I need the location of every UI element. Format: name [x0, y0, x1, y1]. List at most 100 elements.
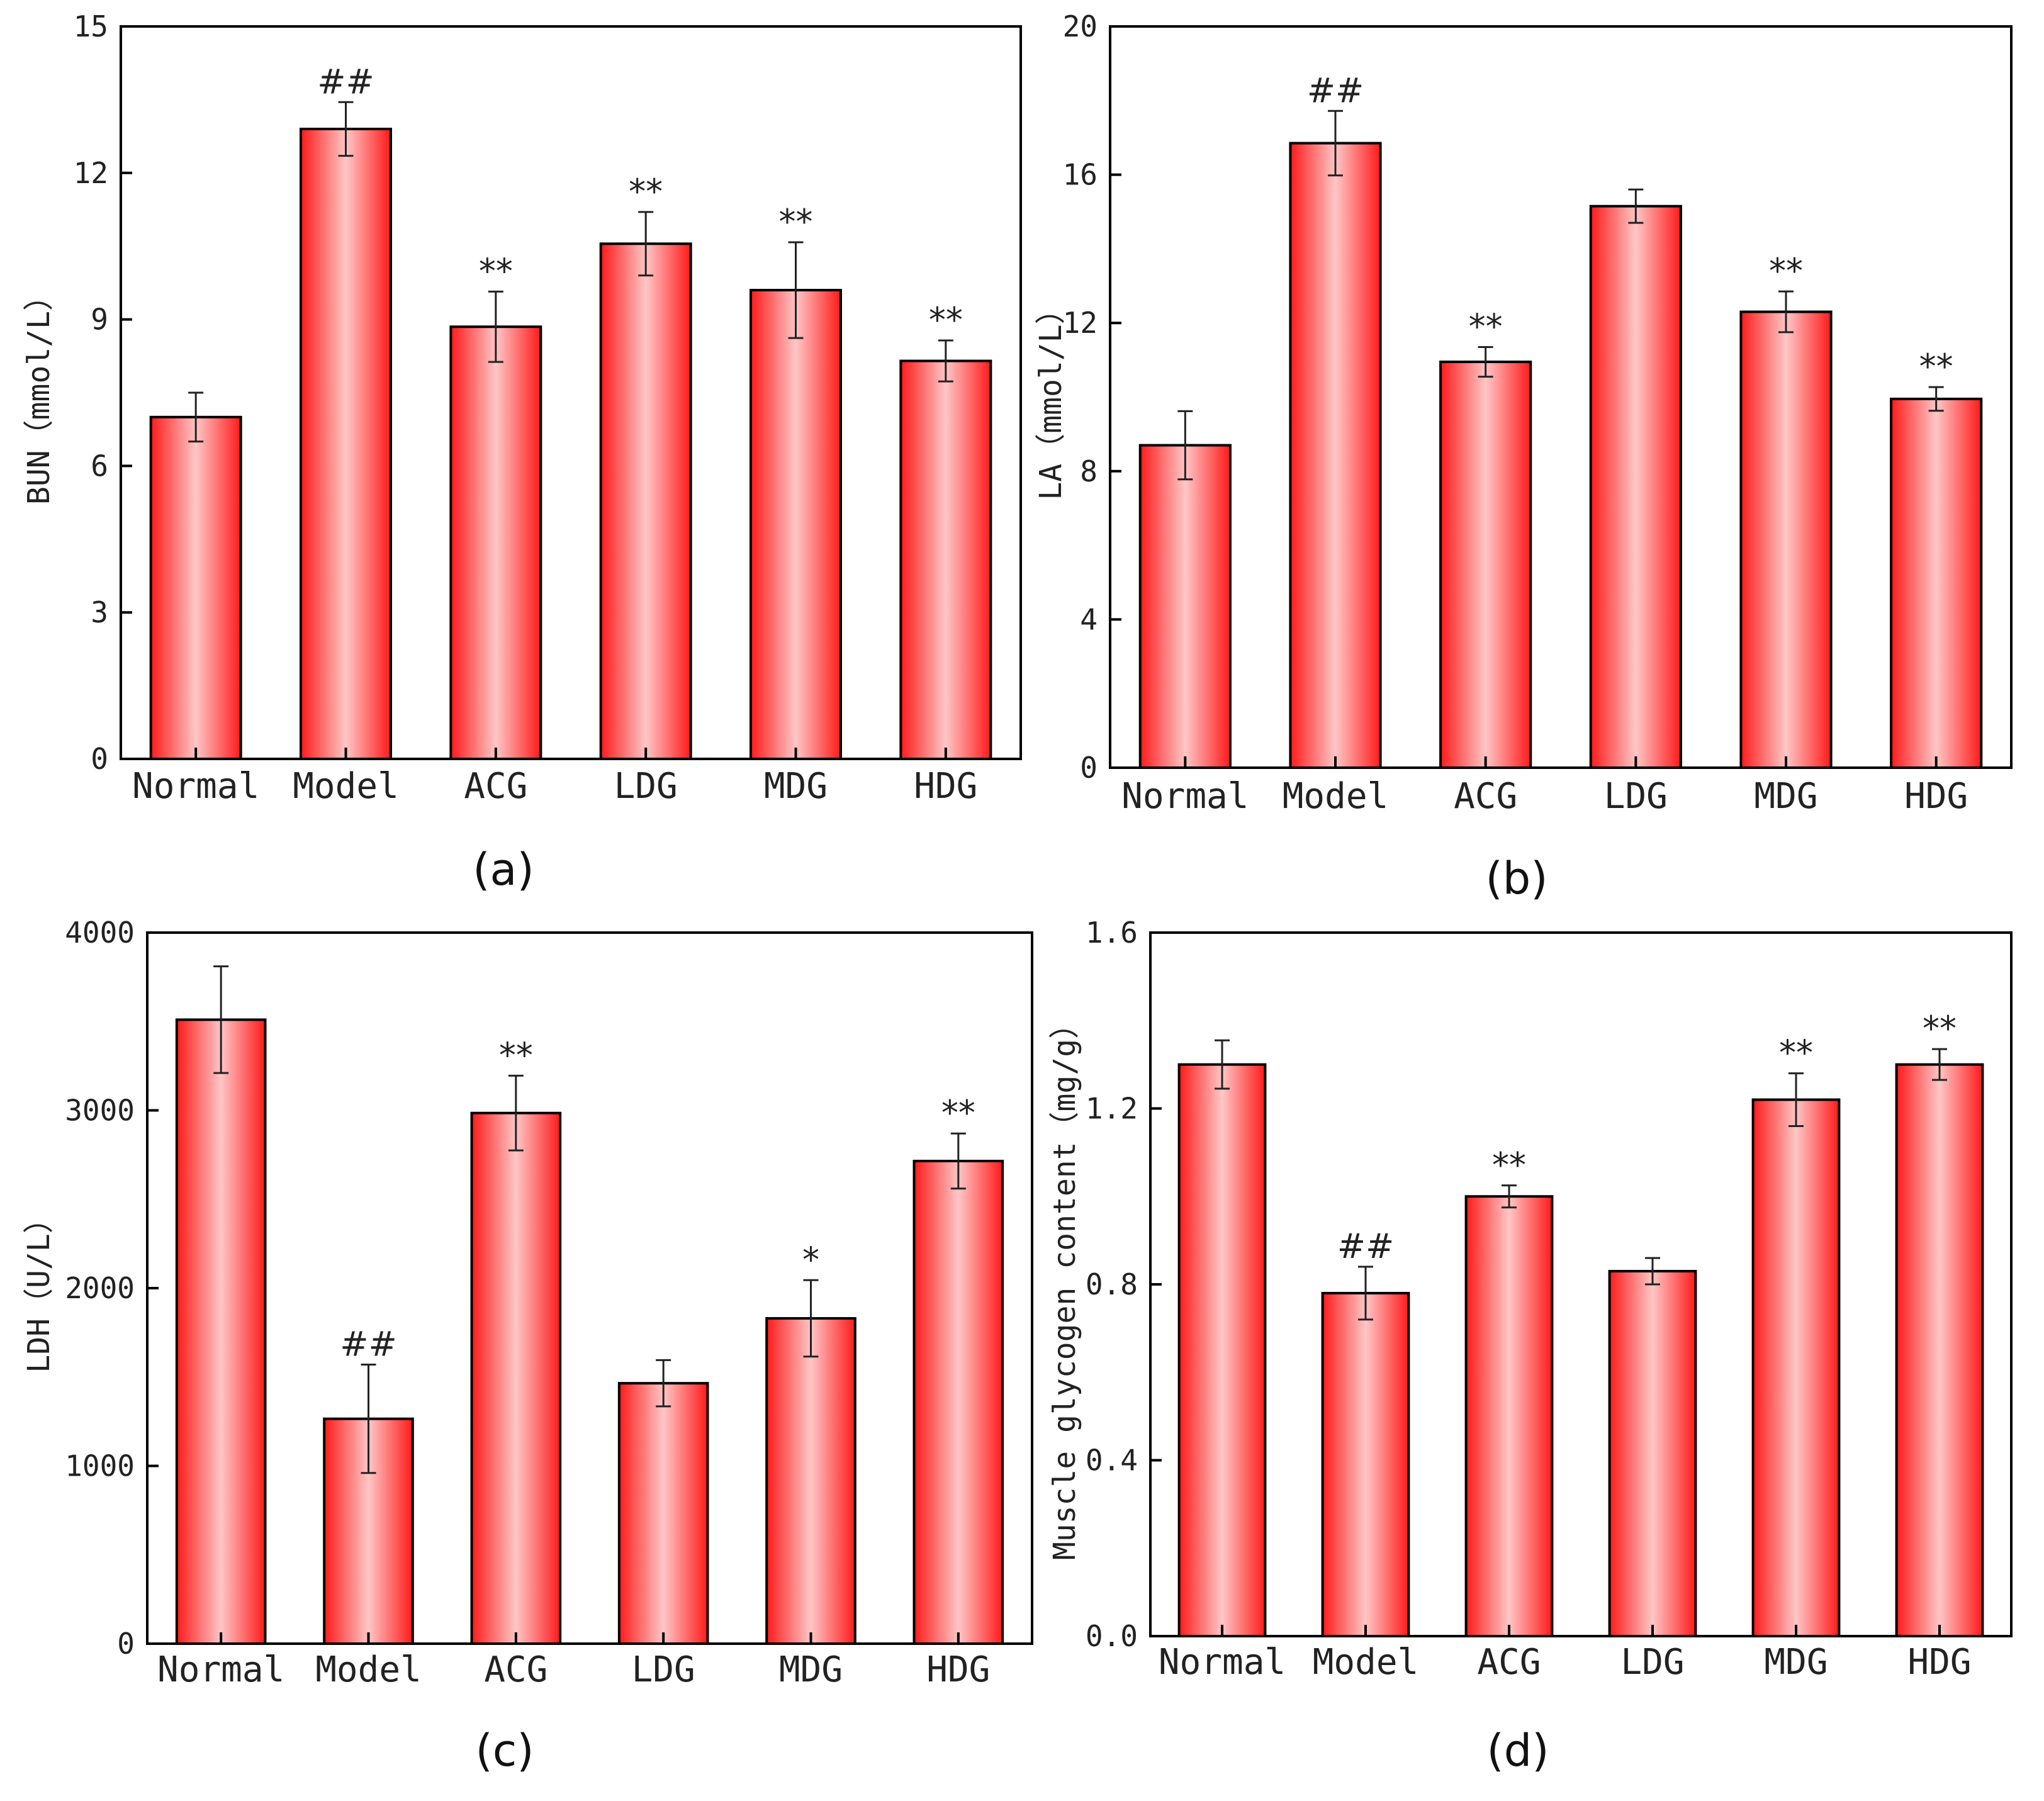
category-label: LDG: [614, 766, 678, 807]
category-label: LDG: [632, 1649, 695, 1690]
category-label: MDG: [1754, 776, 1817, 817]
category-label: LDG: [1620, 1642, 1684, 1683]
plot-frame: [1149, 931, 2013, 1637]
chart-panel-b: 0 4 8 12 16 20 LA（mmol/L） Normal ## Model ** ACG LDG…: [1033, 9, 2013, 904]
y-axis-title: BUN（mmol/L）: [21, 281, 57, 505]
bar-model: [1321, 1291, 1410, 1638]
significance-label: **: [1769, 251, 1803, 291]
bar-acg: [470, 1111, 562, 1646]
category-label: HDG: [914, 766, 977, 807]
significance-label: **: [941, 1093, 975, 1133]
bar-model: [300, 127, 392, 760]
y-tick-label: 12: [74, 156, 108, 190]
significance-label: ##: [340, 1324, 397, 1364]
y-tick-label: 4: [1080, 602, 1098, 636]
significance-label: *: [802, 1240, 819, 1279]
bar-normal: [149, 415, 242, 760]
bar-normal: [1177, 1063, 1267, 1637]
y-tick-label: 1000: [65, 1449, 135, 1483]
category-label: Model: [293, 766, 399, 807]
y-axis-title: LA（mmol/L）: [1033, 294, 1069, 500]
category-label: HDG: [1907, 1642, 1971, 1683]
y-tick-label: 12: [1063, 306, 1098, 340]
y-tick-label: 0.0: [1086, 1619, 1138, 1653]
category-label: ACG: [464, 766, 527, 807]
y-tick-label: 0.4: [1086, 1444, 1138, 1478]
significance-label: ##: [317, 62, 374, 101]
plot-frame: [120, 25, 1022, 760]
significance-label: **: [1492, 1145, 1526, 1185]
y-tick-label: 0: [1080, 751, 1098, 785]
bar-acg: [449, 325, 542, 760]
category-label: Normal: [1159, 1642, 1286, 1683]
category-label: HDG: [926, 1649, 990, 1690]
y-tick-label: 8: [1080, 454, 1098, 488]
chart-panel-d: 0.0 0.4 0.8 1.2 1.6 Muscle glycogen content（m…: [1047, 916, 2013, 1776]
y-tick-label: 0.8: [1086, 1267, 1138, 1301]
significance-label: **: [1779, 1033, 1813, 1073]
plot-frame: [1109, 25, 2013, 769]
bar-ldg: [617, 1382, 709, 1645]
y-tick-label: 15: [74, 9, 108, 43]
plot-frame: [146, 931, 1033, 1645]
y-tick-label: 3000: [65, 1094, 135, 1128]
bar-hdg: [899, 359, 992, 760]
bar-normal: [1138, 444, 1232, 769]
bar-acg: [1439, 361, 1532, 769]
significance-label: **: [1469, 306, 1503, 346]
category-label: MDG: [764, 766, 828, 807]
bar-hdg: [1890, 397, 1983, 769]
bar-hdg: [1895, 1063, 1984, 1637]
significance-label: **: [1923, 1009, 1957, 1048]
significance-label: **: [779, 202, 813, 242]
category-label: MDG: [1764, 1642, 1828, 1683]
significance-label: **: [929, 300, 963, 340]
bar-ldg: [599, 242, 692, 760]
bar-mdg: [1751, 1098, 1841, 1637]
bar-normal: [175, 1018, 267, 1646]
category-label: ACG: [484, 1649, 548, 1690]
category-label: Normal: [157, 1649, 284, 1690]
significance-label: **: [1919, 347, 1953, 386]
significance-label: ##: [1307, 70, 1364, 110]
y-tick-label: 3: [91, 595, 108, 629]
y-tick-label: 9: [91, 303, 108, 337]
category-label: Model: [1283, 776, 1389, 817]
panel-label: (a): [473, 844, 534, 895]
category-label: Model: [315, 1649, 422, 1690]
category-label: ACG: [1454, 776, 1517, 817]
panel-label: (c): [475, 1725, 534, 1776]
significance-label: **: [479, 251, 513, 291]
bar-hdg: [912, 1160, 1004, 1645]
y-tick-label: 1.2: [1086, 1092, 1138, 1126]
panel-label: (d): [1486, 1725, 1549, 1776]
category-label: Normal: [132, 766, 259, 807]
bar-mdg: [1739, 310, 1833, 769]
y-tick-label: 4000: [65, 916, 135, 950]
y-tick-label: 1.6: [1086, 916, 1138, 950]
significance-label: ##: [1337, 1226, 1395, 1266]
y-tick-label: 0: [91, 742, 108, 776]
category-label: MDG: [779, 1649, 843, 1690]
bar-mdg: [765, 1317, 856, 1645]
category-label: Normal: [1121, 776, 1249, 817]
y-tick-label: 6: [91, 449, 108, 483]
bar-model: [1289, 142, 1382, 770]
y-tick-label: 20: [1063, 9, 1098, 43]
y-tick-label: 0: [117, 1627, 135, 1661]
bar-ldg: [1608, 1270, 1697, 1637]
y-tick-label: 2000: [65, 1271, 135, 1305]
significance-label: **: [629, 172, 663, 211]
y-axis-title: Muscle glycogen content（mg/g）: [1047, 1009, 1082, 1560]
chart-panel-a: 0 3 6 9 12 15 BUN（mmol/L） Normal ## Model ** ACG ** L…: [21, 9, 1022, 895]
y-tick-label: 16: [1063, 158, 1098, 192]
category-label: LDG: [1604, 776, 1668, 817]
significance-label: **: [499, 1035, 533, 1075]
y-axis-title: LDH（U/L）: [21, 1203, 57, 1372]
bar-mdg: [750, 289, 842, 761]
bar-acg: [1464, 1195, 1554, 1637]
category-label: Model: [1313, 1642, 1419, 1683]
category-label: HDG: [1904, 776, 1968, 817]
chart-panel-c: 01000200030004000LDH（U/L）Normal##Model**…: [21, 916, 1033, 1776]
